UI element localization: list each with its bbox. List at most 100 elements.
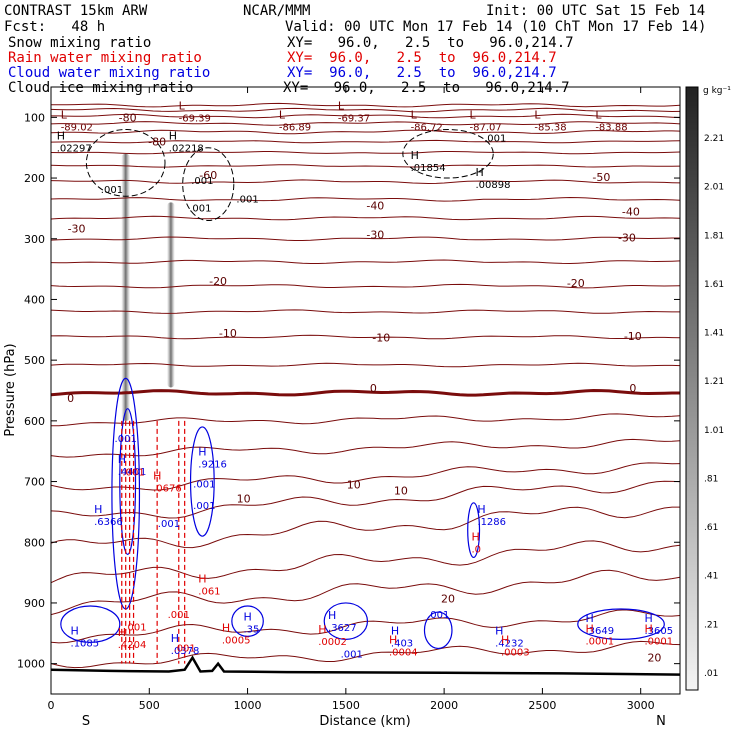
- isotherm-label: 10: [347, 479, 361, 492]
- isotherm: [51, 283, 680, 289]
- isotherm: [51, 540, 680, 584]
- y-tick-label: 600: [24, 415, 45, 428]
- extremum-type-label: H: [171, 632, 179, 645]
- x-tick-label: 1500: [332, 699, 360, 712]
- extremum-value-label: .0002: [318, 637, 347, 648]
- contour-value-label: .001: [101, 185, 123, 196]
- extremum-type-label: L: [534, 108, 541, 121]
- y-tick-label: 500: [24, 354, 45, 367]
- extremum-value-label: .0003: [501, 647, 530, 658]
- contour-value-label: .001: [115, 434, 137, 445]
- extremum-value-label: .0004: [389, 647, 418, 658]
- isotherm-label: 0: [67, 392, 74, 405]
- extremum-type-label: H: [644, 612, 652, 625]
- isotherm-label: -80: [148, 136, 166, 149]
- extremum-value-label: .6366: [94, 517, 123, 528]
- cloud-water-contour: [467, 502, 481, 559]
- extremum-type-label: H: [94, 503, 102, 516]
- colorbar-label: 1.41: [704, 329, 724, 339]
- isotherm-label: -50: [592, 171, 610, 184]
- colorbar: g kg⁻¹ 2.21 2.01 1.81 1.61 1.41 1.21 1.01 .81 .6…: [685, 86, 731, 691]
- isotherm: [51, 480, 680, 519]
- isotherm: [51, 609, 680, 644]
- colorbar-label: .41: [704, 572, 718, 582]
- isotherm: [51, 164, 680, 168]
- cloud-water-contour: [577, 608, 665, 640]
- cloud-contours: [60, 128, 665, 664]
- isotherm-label: 20: [647, 652, 661, 665]
- isotherm: [51, 196, 680, 202]
- isotherm-label: -10: [219, 327, 237, 340]
- extremum-value-label: .403: [391, 638, 413, 649]
- extremum-type-label: H: [118, 453, 126, 466]
- field-name-rain: Rain water mixing ratio: [8, 50, 202, 66]
- x-right-end-label: N: [656, 714, 666, 729]
- extremum-type-label: L: [470, 108, 477, 121]
- extremum-type-label: H: [391, 624, 399, 637]
- isotherm-label: 0: [629, 382, 636, 395]
- terrain-profile: [51, 655, 680, 676]
- extremum-value-label: -86.89: [279, 122, 311, 133]
- org-name: NCAR/MMM: [243, 3, 311, 19]
- field-name-cloud-water: Cloud water mixing ratio: [8, 65, 211, 81]
- contour-value-label: .001: [191, 176, 213, 187]
- field-name-snow: Snow mixing ratio: [8, 35, 152, 51]
- y-axis-label: Pressure (hPa): [3, 343, 18, 436]
- isotherm: [51, 438, 680, 458]
- cloud-ice-contour: [182, 147, 235, 222]
- extremum-type-label: L: [179, 99, 186, 112]
- extremum-value-label: .4204: [118, 640, 147, 651]
- extremum-value-label: .4232: [495, 638, 524, 649]
- extremum-type-label: H: [586, 612, 594, 625]
- extremum-value-label: -87.07: [470, 122, 502, 133]
- extremum-value-label: .0001: [644, 637, 673, 648]
- isotherm-label: -60: [199, 169, 217, 182]
- colorbar-label: .81: [704, 474, 718, 484]
- colorbar-label: 2.21: [704, 134, 724, 144]
- y-tick-label: 700: [24, 476, 45, 489]
- extremum-value-label: .4401: [118, 467, 147, 478]
- extremum-value-label: -69.37: [338, 113, 370, 124]
- contour-value-label: .001: [193, 501, 215, 512]
- isotherm: [51, 179, 680, 185]
- extremum-type-label: H: [472, 530, 480, 543]
- cloud-ice-contour: [402, 128, 494, 179]
- y-tick-label: 400: [24, 293, 45, 306]
- snow-column: [166, 202, 175, 388]
- x-left-end-label: S: [82, 714, 90, 729]
- terrain-line: [51, 655, 680, 676]
- extremum-type-label: H: [411, 149, 419, 162]
- extremum-value-label: .01854: [411, 163, 446, 174]
- y-tick-label: 100: [24, 111, 45, 124]
- x-tick-label: 2000: [430, 699, 458, 712]
- init-time: Init: 00 UTC Sat 15 Feb 14: [486, 3, 706, 19]
- x-axis-label: Distance (km): [319, 714, 410, 729]
- colorbar-units: g kg⁻¹: [703, 86, 731, 96]
- contour-value-label: .001: [174, 644, 196, 655]
- y-tick-label: 200: [24, 172, 45, 185]
- extremum-value-label: .0378: [171, 646, 200, 657]
- extremum-value-label: -89.02: [61, 122, 93, 133]
- isotherm: [51, 334, 680, 340]
- colorbar-label: 1.21: [704, 377, 724, 387]
- isotherm: [51, 236, 680, 241]
- forecast-hour: Fcst: 48 h: [4, 19, 106, 35]
- extremum-value-label: .0005: [222, 635, 251, 646]
- extremum-type-label: L: [61, 108, 68, 121]
- contour-value-label: .001: [236, 194, 258, 205]
- colorbar-label: 1.01: [704, 426, 724, 436]
- isotherm: [51, 113, 680, 119]
- extremum-value-label: .3627: [328, 623, 357, 634]
- extremum-value-label: .3605: [644, 626, 673, 637]
- model-name: CONTRAST 15km ARW: [4, 3, 148, 19]
- extremum-value-label: .35: [243, 624, 259, 635]
- isotherm: [51, 569, 680, 616]
- y-tick-label: 300: [24, 233, 45, 246]
- extremum-type-label: L: [411, 108, 418, 121]
- isotherm-label: 10: [394, 485, 408, 498]
- extremum-type-label: H: [328, 609, 336, 622]
- isotherm: [51, 388, 680, 397]
- cloud-ice-contour: [85, 128, 166, 197]
- isotherm: [51, 259, 680, 265]
